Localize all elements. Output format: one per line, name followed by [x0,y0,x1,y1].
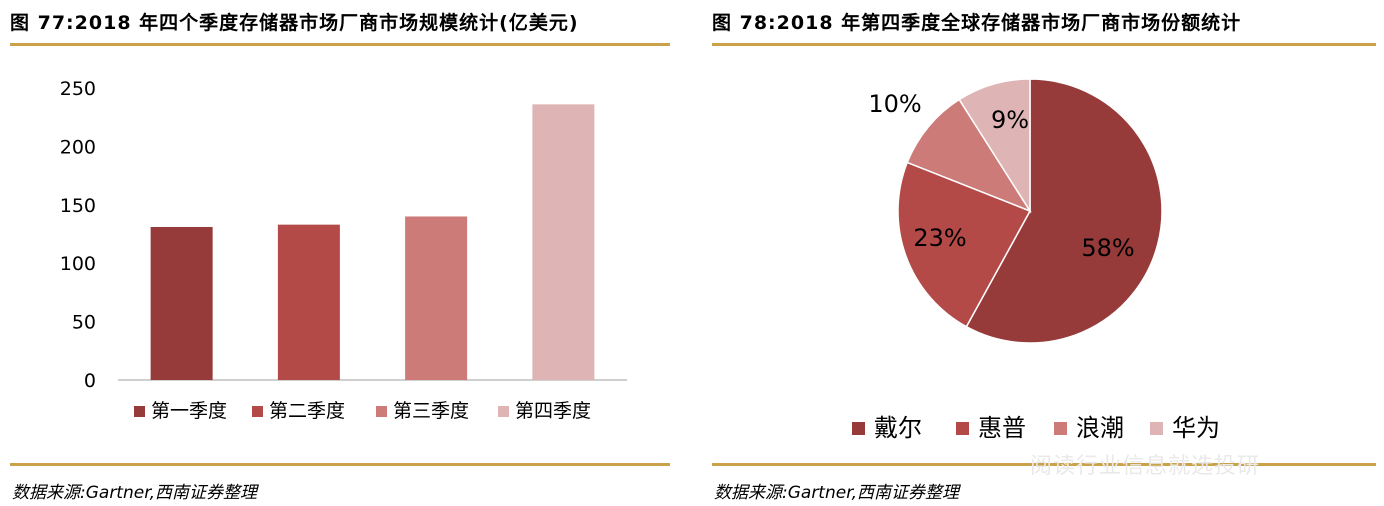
pie-slice-3 [906,98,1032,213]
pie-chart-panel: 图 78:2018 年第四季度全球存储器市场厂商市场份额统计 58% 23% 10%… [712,0,1376,506]
legend-swatch-2 [252,406,263,417]
legend-swatch-1 [852,422,865,435]
bar-chart-panel: 图 77:2018 年四个季度存储器市场厂商市场规模统计(亿美元) 0 50 100… [10,0,670,506]
y-tick-label: 150 [60,195,96,217]
legend-swatch-1 [134,406,145,417]
legend-label-2: 惠普 [978,414,1026,442]
top-rule [712,43,1376,46]
bar-chart: 0 50 100 150 200 250 第一季度 第二季度 第三季度 第四季度 [60,78,627,422]
legend-swatch-2 [956,422,969,435]
y-tick-label: 250 [60,78,96,100]
bottom-rule [712,463,1376,466]
legend-swatch-3 [376,406,387,417]
top-rule [10,43,670,46]
bar-4 [532,104,595,381]
pie-slice-2 [897,161,1032,328]
legend-label-3: 浪潮 [1076,414,1124,442]
bar-3 [405,216,468,380]
pie-value-label-2: 23% [913,224,966,252]
pie-slice-4 [958,78,1031,214]
bar-chart-source: 数据来源:Gartner,西南证券整理 [12,483,258,503]
legend-label-3: 第三季度 [393,400,469,422]
legend-label-4: 第四季度 [515,400,591,422]
pie-chart-figure-title: 图 78:2018 年第四季度全球存储器市场厂商市场份额统计 [712,12,1242,34]
pie-slice-1 [965,78,1163,344]
pie-chart-source: 数据来源:Gartner,西南证券整理 [714,483,960,503]
legend-label-1: 戴尔 [874,414,922,442]
y-tick-label: 200 [60,136,96,158]
bar-chart-figure-title: 图 77:2018 年四个季度存储器市场厂商市场规模统计(亿美元) [10,12,579,34]
watermark-text: 阅读行业信息就选投研 [1030,454,1261,479]
bar-1 [150,226,213,380]
pie-chart: 58% 23% 10% 9% 戴尔 惠普 浪潮 华为 [852,78,1220,442]
legend-label-2: 第二季度 [269,400,345,422]
legend-label-4: 华为 [1172,414,1220,442]
legend-swatch-4 [1150,422,1163,435]
pie-value-label-3: 10% [868,90,921,118]
legend-swatch-4 [498,406,509,417]
y-tick-label: 50 [72,312,96,334]
y-tick-label: 0 [84,370,96,392]
legend-label-1: 第一季度 [151,400,227,422]
bar-2 [277,224,340,380]
bottom-rule [10,463,670,466]
y-tick-label: 100 [60,253,96,275]
pie-value-label-1: 58% [1081,234,1134,262]
legend-swatch-3 [1054,422,1067,435]
pie-value-label-4: 9% [991,106,1029,134]
